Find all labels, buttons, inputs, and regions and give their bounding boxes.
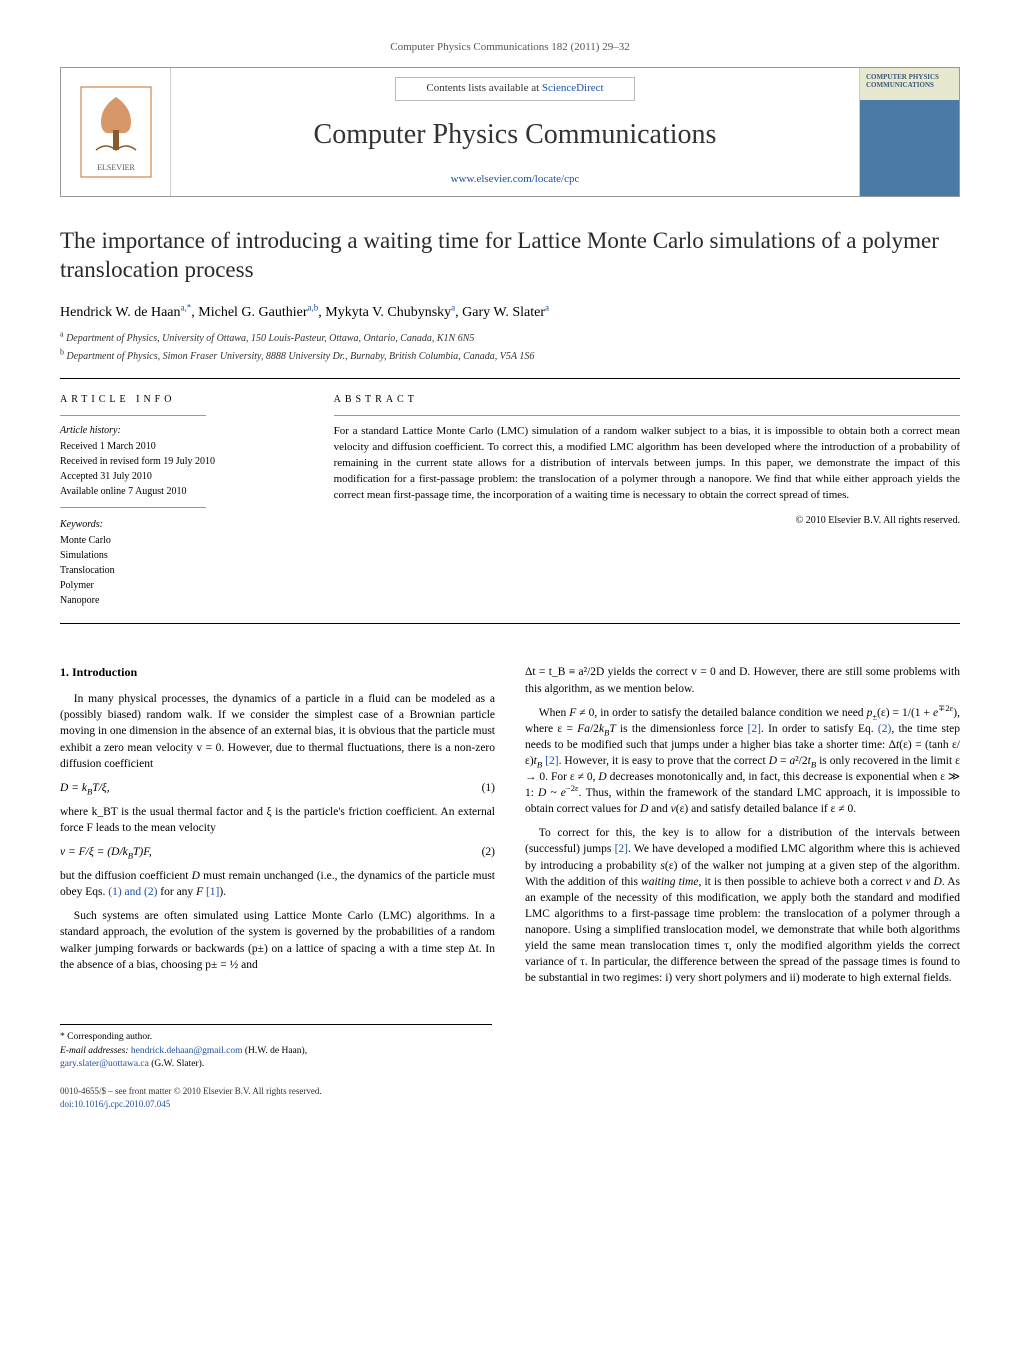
abstract-divider	[334, 415, 960, 416]
keyword: Polymer	[60, 579, 304, 593]
equation-number: (2)	[482, 844, 495, 860]
corresponding-author-note: * Corresponding author.	[60, 1031, 492, 1044]
equation-number: (1)	[482, 780, 495, 796]
abstract-text: For a standard Lattice Monte Carlo (LMC)…	[334, 424, 960, 504]
article-title: The importance of introducing a waiting …	[60, 227, 960, 285]
citation-link[interactable]: [2]	[615, 843, 628, 855]
body-paragraph: but the diffusion coefficient D must rem…	[60, 868, 495, 900]
info-divider	[60, 415, 206, 416]
elsevier-logo: ELSEVIER	[61, 68, 171, 196]
journal-masthead: ELSEVIER Contents lists available at Sci…	[60, 67, 960, 197]
history-item: Received 1 March 2010	[60, 440, 304, 454]
eq-ref-link[interactable]: (2)	[878, 723, 891, 735]
history-item: Received in revised form 19 July 2010	[60, 455, 304, 469]
right-column: Δt = t_B ≡ a²/2D yields the correct v = …	[525, 664, 960, 994]
equation: D = kBT/ξ, (1)	[60, 780, 495, 796]
citation-link[interactable]: [1]	[206, 886, 219, 898]
body-paragraph: When F ≠ 0, in order to satisfy the deta…	[525, 705, 960, 818]
journal-homepage-link[interactable]: www.elsevier.com/locate/cpc	[451, 173, 580, 185]
footnotes: * Corresponding author. E-mail addresses…	[60, 1024, 492, 1071]
affiliation: a Department of Physics, University of O…	[60, 332, 960, 346]
keyword: Monte Carlo	[60, 534, 304, 548]
history-item: Accepted 31 July 2010	[60, 470, 304, 484]
history-label: Article history:	[60, 424, 304, 438]
sciencedirect-link[interactable]: ScienceDirect	[542, 82, 604, 94]
aff-sup: a	[60, 330, 64, 339]
citation-link[interactable]: [2]	[545, 755, 558, 767]
eq-ref-link[interactable]: (1) and (2)	[108, 886, 157, 898]
svg-text:ELSEVIER: ELSEVIER	[97, 163, 135, 172]
body-paragraph: where k_BT is the usual thermal factor a…	[60, 804, 495, 836]
history-item: Available online 7 August 2010	[60, 485, 304, 499]
body-paragraph: To correct for this, the key is to allow…	[525, 825, 960, 986]
citation-text: Computer Physics Communications 182 (201…	[390, 41, 629, 53]
bottom-matter: 0010-4655/$ – see front matter © 2010 El…	[60, 1085, 960, 1110]
keyword: Nanopore	[60, 594, 304, 608]
masthead-center: Contents lists available at ScienceDirec…	[171, 69, 859, 195]
doi-link[interactable]: doi:10.1016/j.cpc.2010.07.045	[60, 1099, 170, 1109]
aff-text: Department of Physics, Simon Fraser Univ…	[67, 351, 535, 362]
section-heading: 1. Introduction	[60, 664, 495, 681]
aff-sup: b	[60, 348, 64, 357]
keyword: Translocation	[60, 564, 304, 578]
author-aff-sup: a,b	[308, 302, 319, 312]
aff-text: Department of Physics, University of Ott…	[66, 333, 474, 344]
cover-thumb-label: COMPUTER PHYSICS COMMUNICATIONS	[866, 74, 959, 89]
abstract-copyright: © 2010 Elsevier B.V. All rights reserved…	[334, 514, 960, 528]
email-label: E-mail addresses:	[60, 1046, 129, 1056]
keyword: Simulations	[60, 549, 304, 563]
email-line: E-mail addresses: hendrick.dehaan@gmail.…	[60, 1045, 492, 1058]
running-header: Computer Physics Communications 182 (201…	[60, 40, 960, 55]
body-paragraph: In many physical processes, the dynamics…	[60, 691, 495, 771]
citation-link[interactable]: [2]	[748, 723, 761, 735]
author-aff-sup: a	[545, 302, 549, 312]
author-aff-sup: a,*	[181, 302, 192, 312]
info-abstract-row: ARTICLE INFO Article history: Received 1…	[60, 393, 960, 609]
email-who: (H.W. de Haan)	[245, 1046, 305, 1056]
authors-line: Hendrick W. de Haana,*, Michel G. Gauthi…	[60, 303, 960, 323]
equation-body: D = kBT/ξ,	[60, 780, 110, 796]
body-paragraph: Δt = t_B ≡ a²/2D yields the correct v = …	[525, 664, 960, 696]
equation-body: v = F/ξ = (D/kBT)F,	[60, 844, 152, 860]
contents-available: Contents lists available at ScienceDirec…	[395, 77, 634, 100]
author-email-link[interactable]: gary.slater@uottawa.ca	[60, 1059, 149, 1069]
body-columns: 1. Introduction In many physical process…	[60, 664, 960, 994]
abstract-heading: ABSTRACT	[334, 393, 960, 407]
affiliation: b Department of Physics, Simon Fraser Un…	[60, 350, 960, 364]
journal-homepage: www.elsevier.com/locate/cpc	[181, 172, 849, 187]
equation: v = F/ξ = (D/kBT)F, (2)	[60, 844, 495, 860]
rule	[60, 623, 960, 624]
info-divider	[60, 507, 206, 508]
left-column: 1. Introduction In many physical process…	[60, 664, 495, 994]
contents-prefix: Contents lists available at	[426, 82, 541, 94]
article-info: ARTICLE INFO Article history: Received 1…	[60, 393, 304, 609]
abstract: ABSTRACT For a standard Lattice Monte Ca…	[334, 393, 960, 609]
author-email-link[interactable]: hendrick.dehaan@gmail.com	[131, 1046, 243, 1056]
elsevier-tree-icon: ELSEVIER	[76, 82, 156, 182]
keywords-label: Keywords:	[60, 518, 304, 532]
journal-name: Computer Physics Communications	[181, 115, 849, 154]
email-who: (G.W. Slater)	[151, 1059, 202, 1069]
rule	[60, 378, 960, 379]
article-info-heading: ARTICLE INFO	[60, 393, 304, 407]
issn-copyright: 0010-4655/$ – see front matter © 2010 El…	[60, 1085, 960, 1098]
journal-cover-thumb: COMPUTER PHYSICS COMMUNICATIONS	[859, 68, 959, 196]
author-aff-sup: a	[451, 302, 455, 312]
email-line: gary.slater@uottawa.ca (G.W. Slater).	[60, 1058, 492, 1071]
body-paragraph: Such systems are often simulated using L…	[60, 908, 495, 972]
